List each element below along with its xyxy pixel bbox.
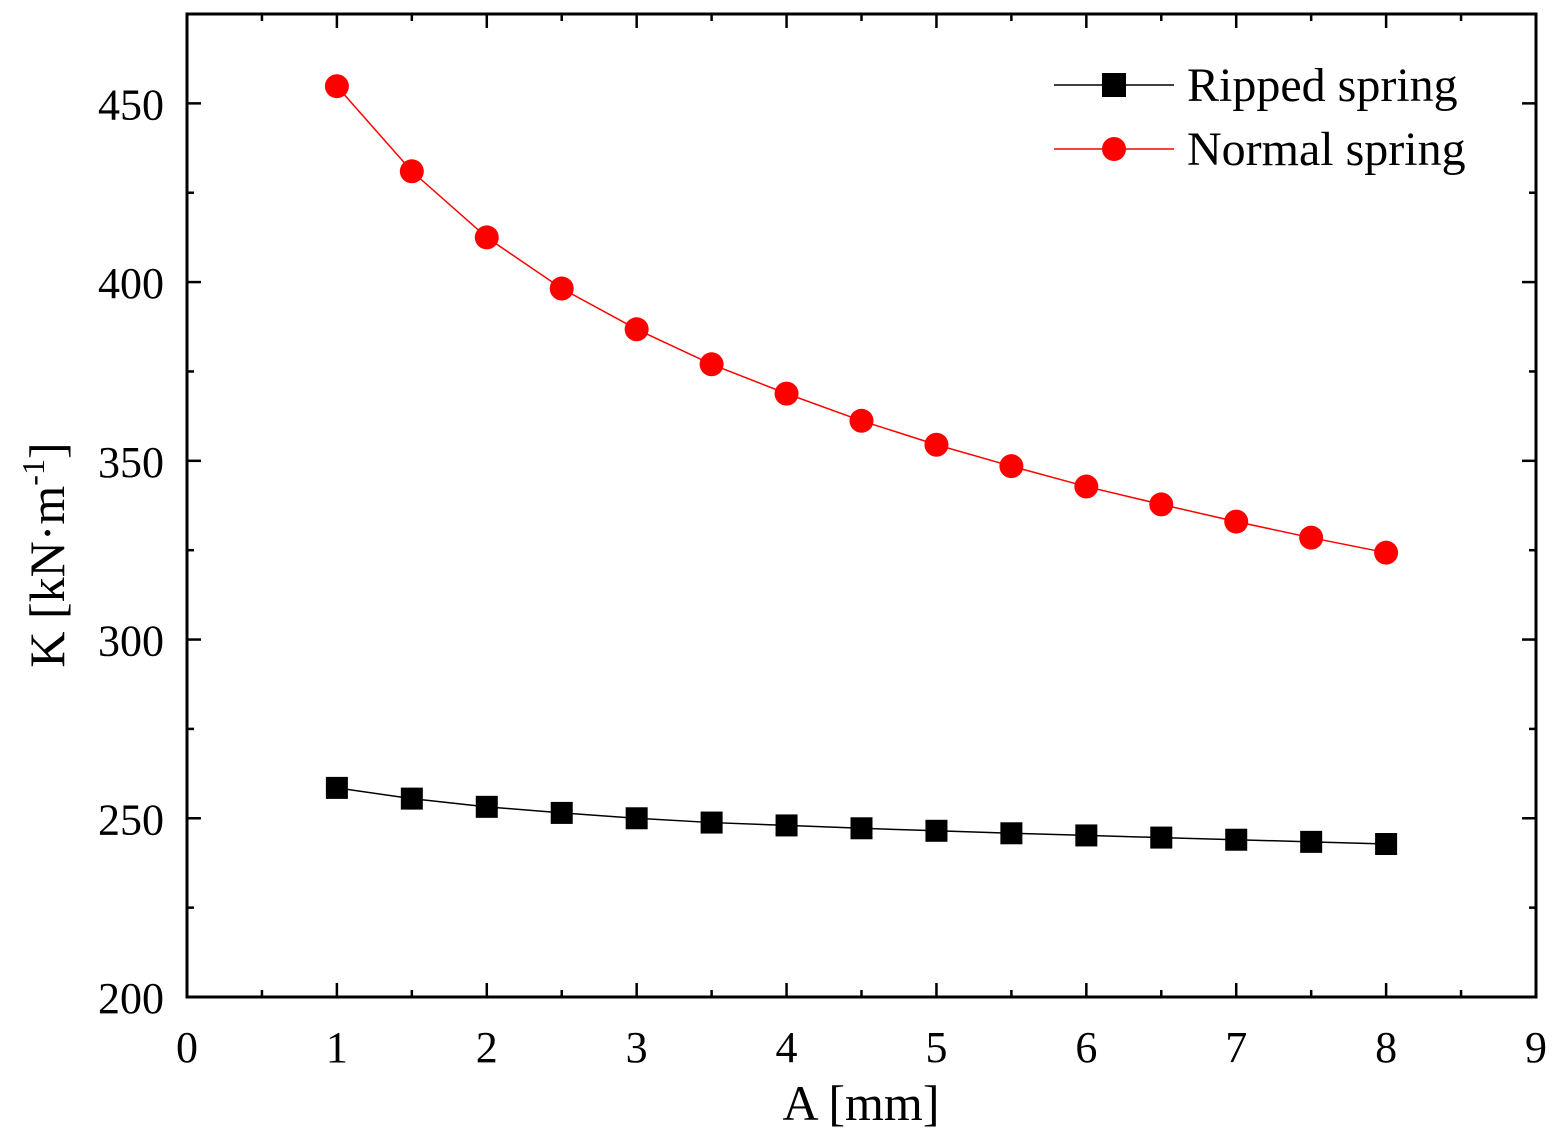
data-point-circle bbox=[774, 381, 799, 406]
data-point-circle bbox=[1149, 492, 1174, 517]
series-normal-spring bbox=[324, 74, 1399, 565]
data-point-circle bbox=[624, 317, 649, 342]
x-axis-title: A [mm] bbox=[783, 1075, 940, 1131]
y-tick-label: 200 bbox=[98, 974, 164, 1023]
y-tick-label: 300 bbox=[98, 617, 164, 666]
series-ripped-spring bbox=[325, 776, 1398, 856]
x-tick-label: 7 bbox=[1225, 1023, 1247, 1072]
y-tick-label: 350 bbox=[98, 438, 164, 487]
x-tick-label: 1 bbox=[326, 1023, 348, 1072]
data-point-square bbox=[1000, 822, 1023, 845]
y-axis-title-close: ] bbox=[19, 442, 75, 459]
y-axis-title-exponent: -1 bbox=[15, 459, 51, 486]
data-point-square bbox=[400, 787, 423, 810]
data-point-square bbox=[1300, 830, 1323, 853]
data-point-square bbox=[325, 776, 348, 799]
data-series bbox=[324, 74, 1399, 856]
data-point-circle bbox=[699, 352, 724, 377]
legend-label-ripped: Ripped spring bbox=[1187, 59, 1458, 112]
legend-label-normal: Normal spring bbox=[1187, 123, 1466, 176]
y-axis-title: K [kN·m-1] bbox=[15, 442, 75, 667]
data-point-square bbox=[1150, 826, 1173, 849]
data-point-circle bbox=[924, 432, 949, 457]
y-tick-label: 450 bbox=[98, 80, 164, 129]
x-tick-label: 0 bbox=[176, 1023, 198, 1072]
x-tick-label: 9 bbox=[1525, 1023, 1547, 1072]
data-point-square bbox=[925, 819, 948, 842]
x-tick-label: 5 bbox=[925, 1023, 947, 1072]
legend: Ripped spring Normal spring bbox=[1054, 59, 1466, 176]
plot-frame bbox=[185, 12, 1538, 999]
data-point-square bbox=[550, 801, 573, 824]
data-point-square bbox=[850, 817, 873, 840]
data-point-circle bbox=[1074, 474, 1099, 499]
x-tick-label: 3 bbox=[626, 1023, 648, 1072]
data-point-square bbox=[475, 795, 498, 818]
data-point-square bbox=[625, 807, 648, 830]
data-point-circle bbox=[1224, 509, 1249, 534]
data-point-circle bbox=[999, 454, 1024, 479]
data-point-circle bbox=[549, 276, 574, 301]
x-tick-label: 2 bbox=[476, 1023, 498, 1072]
data-point-circle bbox=[324, 74, 349, 99]
data-point-circle bbox=[1374, 540, 1399, 565]
legend-marker-square bbox=[1102, 73, 1126, 97]
data-point-square bbox=[700, 811, 723, 834]
data-point-square bbox=[1075, 824, 1098, 847]
data-point-circle bbox=[1299, 525, 1324, 550]
y-tick-label: 400 bbox=[98, 259, 164, 308]
x-tick-label: 4 bbox=[776, 1023, 798, 1072]
data-point-square bbox=[1225, 828, 1248, 851]
data-point-square bbox=[1375, 833, 1398, 856]
legend-entry-normal: Normal spring bbox=[1054, 123, 1466, 176]
data-point-square bbox=[775, 814, 798, 837]
x-tick-label: 6 bbox=[1075, 1023, 1097, 1072]
x-tick-labels: 0 1 2 3 4 5 6 7 8 9 bbox=[176, 1023, 1547, 1072]
data-point-circle bbox=[849, 408, 874, 433]
legend-entry-ripped: Ripped spring bbox=[1054, 59, 1458, 112]
y-axis-title-main: K [kN·m bbox=[19, 486, 75, 668]
data-point-circle bbox=[474, 225, 499, 250]
data-point-circle bbox=[399, 159, 424, 184]
x-tick-label: 8 bbox=[1375, 1023, 1397, 1072]
y-tick-label: 250 bbox=[98, 795, 164, 844]
legend-marker-circle bbox=[1102, 137, 1126, 161]
y-tick-labels: 200 250 300 350 400 450 bbox=[98, 80, 164, 1023]
